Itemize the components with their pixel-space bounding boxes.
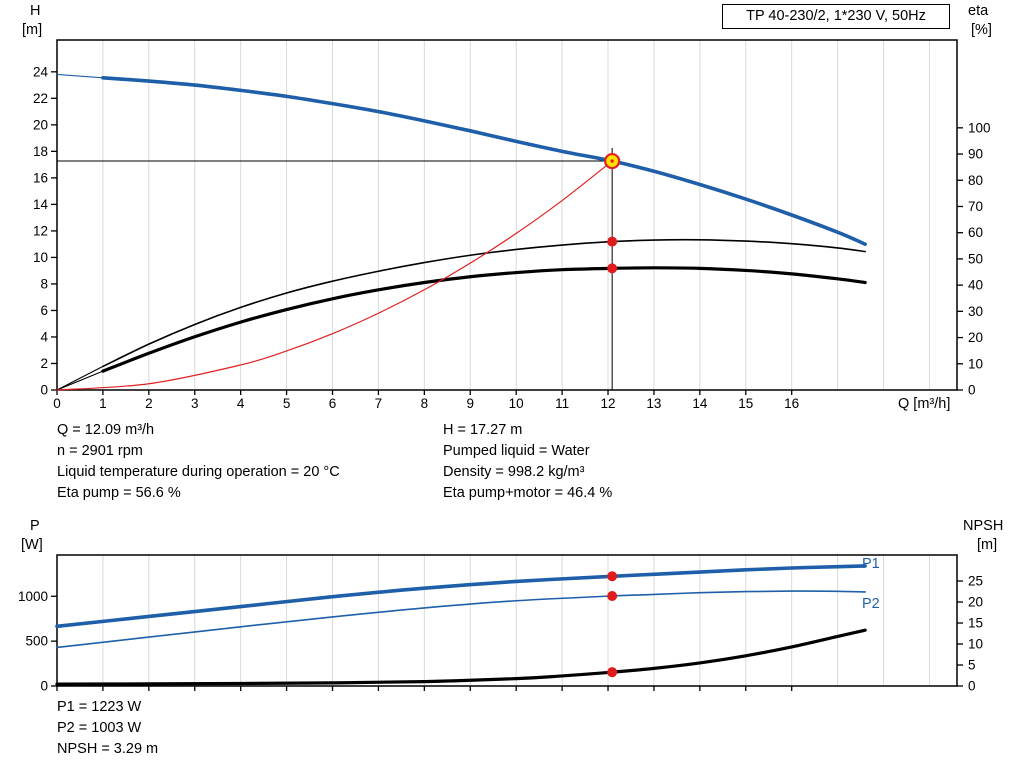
operating-dot	[607, 571, 618, 582]
info-flow: Q = 12.09 m³/h	[57, 422, 155, 438]
operating-dot	[607, 236, 618, 247]
info-temperature: Liquid temperature during operation = 20…	[57, 464, 340, 480]
info-column-right: H = 17.27 m Pumped liquid = Water Densit…	[443, 420, 612, 504]
x-tick-label: 0	[53, 396, 61, 411]
left-tick-label: 18	[33, 144, 48, 159]
right-tick-label: 10	[968, 356, 983, 371]
p1-curve-label: P1	[862, 556, 880, 572]
operating-dot	[607, 591, 618, 602]
result-p2: P2 = 1003 W	[57, 720, 142, 736]
eta-pump-motor-curve-lead	[56, 370, 104, 391]
left-tick-label: 24	[33, 64, 49, 79]
right-tick-label: 25	[968, 574, 983, 589]
q-axis-title: Q [m³/h]	[898, 396, 951, 412]
info-head: H = 17.27 m	[443, 422, 523, 438]
plot-frame	[56, 39, 958, 391]
left-tick-label: 1000	[18, 589, 48, 604]
left-tick-label: 2	[40, 356, 48, 371]
npsh-axis-title: NPSH	[963, 518, 1004, 534]
left-tick-label: 8	[40, 276, 48, 291]
x-tick-label: 14	[692, 396, 708, 411]
left-tick-label: 22	[33, 91, 48, 106]
operating-dot	[607, 263, 618, 274]
x-tick-label: 1	[99, 396, 107, 411]
result-npsh: NPSH = 3.29 m	[57, 741, 159, 757]
right-tick-label: 30	[968, 304, 983, 319]
left-tick-label: 16	[33, 170, 48, 185]
p1-curve	[55, 564, 867, 629]
right-tick-label: 20	[968, 330, 983, 345]
left-tick-label: 20	[33, 117, 48, 132]
x-tick-label: 10	[509, 396, 524, 411]
x-tick-label: 12	[601, 396, 616, 411]
right-tick-label: 60	[968, 225, 983, 240]
info-eta-pump-motor: Eta pump+motor = 46.4 %	[443, 485, 613, 501]
info-speed: n = 2901 rpm	[57, 443, 143, 459]
eta-pump-curve	[102, 238, 866, 368]
left-tick-label: 500	[25, 634, 48, 649]
x-tick-label: 5	[283, 396, 291, 411]
left-tick-label: 0	[40, 679, 48, 694]
left-tick-label: 12	[33, 223, 48, 238]
left-tick-label: 6	[40, 303, 48, 318]
info-column-left: Q = 12.09 m³/h n = 2901 rpm Liquid tempe…	[57, 420, 340, 504]
x-tick-label: 7	[375, 396, 383, 411]
left-tick-label: 0	[40, 383, 48, 398]
x-tick-label: 8	[421, 396, 429, 411]
h-curve	[101, 75, 867, 246]
right-tick-label: 10	[968, 637, 983, 652]
right-tick-label: 20	[968, 595, 983, 610]
result-p1: P1 = 1223 W	[57, 699, 142, 715]
left-tick-label: 14	[33, 197, 49, 212]
left-tick-label: 10	[33, 250, 48, 265]
info-density: Density = 998.2 kg/m³	[443, 464, 585, 480]
x-tick-label: 6	[329, 396, 337, 411]
p2-curve-label: P2	[862, 596, 880, 612]
eta-pump-curve-lead	[56, 365, 104, 391]
x-tick-label: 4	[237, 396, 245, 411]
h-axis-title: H	[30, 3, 41, 19]
duty-point-center	[610, 159, 614, 163]
p-axis-title: P	[30, 518, 40, 534]
right-tick-label: 0	[968, 679, 976, 694]
npsh-curve	[55, 628, 867, 686]
x-tick-label: 3	[191, 396, 199, 411]
right-tick-label: 0	[968, 383, 976, 398]
system-curve	[56, 160, 613, 391]
right-tick-label: 100	[968, 120, 991, 135]
right-tick-label: 40	[968, 278, 983, 293]
h-axis-unit: [m]	[22, 22, 43, 38]
right-tick-label: 70	[968, 199, 983, 214]
x-tick-label: 13	[646, 396, 661, 411]
x-tick-label: 9	[467, 396, 475, 411]
right-tick-label: 90	[968, 147, 983, 162]
h-curve-lead	[56, 73, 103, 79]
x-tick-label: 11	[555, 396, 569, 411]
npsh-axis-unit: [m]	[977, 537, 998, 553]
right-tick-label: 15	[968, 616, 983, 631]
x-tick-label: 2	[145, 396, 153, 411]
info-liquid: Pumped liquid = Water	[443, 443, 590, 459]
eta-pump-motor-curve	[101, 266, 867, 373]
right-tick-label: 80	[968, 173, 983, 188]
right-tick-label: 50	[968, 251, 983, 266]
eta-axis-unit: [%]	[971, 22, 992, 38]
left-tick-label: 4	[40, 329, 48, 344]
x-tick-label: 15	[738, 396, 753, 411]
right-tick-label: 5	[968, 658, 976, 673]
eta-axis-title: eta	[968, 3, 989, 19]
p-axis-unit: [W]	[21, 537, 43, 553]
result-block: P1 = 1223 W P2 = 1003 W NPSH = 3.29 m	[57, 697, 158, 760]
x-tick-label: 16	[784, 396, 799, 411]
info-eta-pump: Eta pump = 56.6 %	[57, 485, 181, 501]
operating-dot	[607, 667, 618, 678]
plot-frame	[56, 554, 958, 687]
pump-model-title: TP 40-230/2, 1*230 V, 50Hz	[722, 4, 950, 29]
p2-curve	[56, 590, 866, 649]
